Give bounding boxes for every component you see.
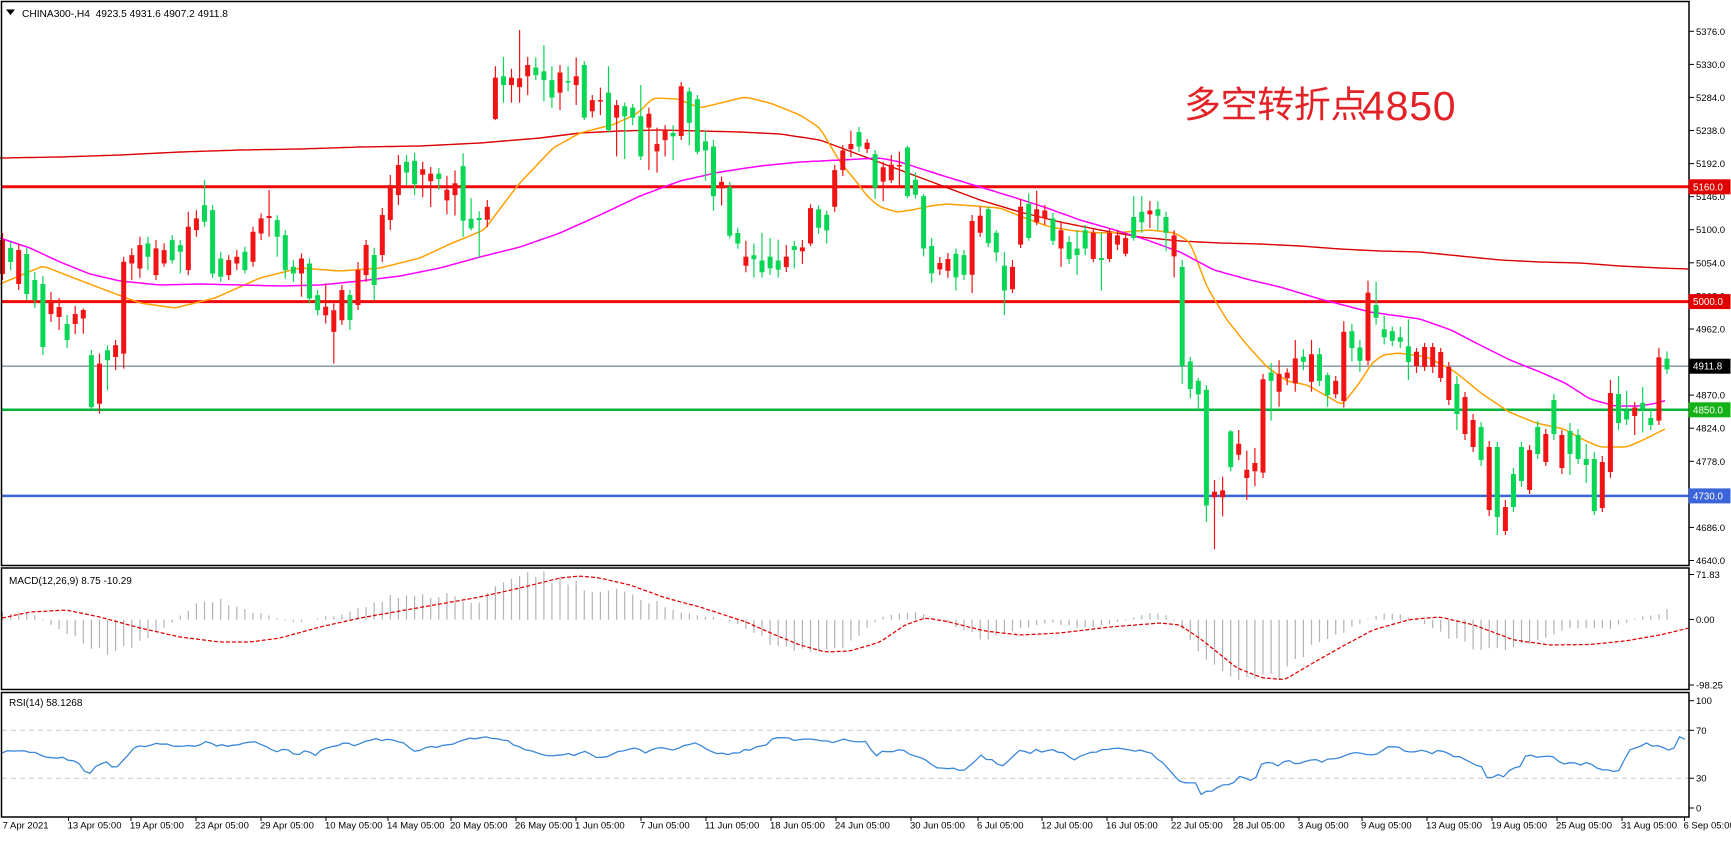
svg-text:24 Jun 05:00: 24 Jun 05:00 <box>835 821 890 832</box>
svg-text:31 Aug 05:00: 31 Aug 05:00 <box>1621 821 1677 832</box>
svg-text:1 Jun 05:00: 1 Jun 05:00 <box>575 821 625 832</box>
svg-text:4911.8: 4911.8 <box>1693 362 1723 373</box>
svg-text:5100.0: 5100.0 <box>1696 225 1725 236</box>
svg-text:26 May 05:00: 26 May 05:00 <box>515 821 573 832</box>
svg-text:4730.0: 4730.0 <box>1693 491 1724 502</box>
svg-text:16 Jul 05:00: 16 Jul 05:00 <box>1106 821 1158 832</box>
svg-text:4850.0: 4850.0 <box>1693 405 1724 416</box>
svg-text:20 May 05:00: 20 May 05:00 <box>450 821 508 832</box>
svg-text:0: 0 <box>1696 804 1701 815</box>
svg-text:5376.0: 5376.0 <box>1696 27 1725 38</box>
svg-text:11 Jun 05:00: 11 Jun 05:00 <box>705 821 759 832</box>
svg-text:30: 30 <box>1696 774 1707 785</box>
svg-text:100: 100 <box>1696 696 1712 707</box>
svg-text:5284.0: 5284.0 <box>1696 93 1725 104</box>
svg-text:4686.0: 4686.0 <box>1696 523 1725 534</box>
svg-text:4778.0: 4778.0 <box>1696 457 1725 468</box>
svg-text:5054.0: 5054.0 <box>1696 258 1725 269</box>
svg-text:MACD(12,26,9) 8.75 -10.29: MACD(12,26,9) 8.75 -10.29 <box>9 576 132 587</box>
svg-text:14 May 05:00: 14 May 05:00 <box>387 821 445 832</box>
svg-text:18 Jun 05:00: 18 Jun 05:00 <box>770 821 825 832</box>
svg-text:13 Aug 05:00: 13 Aug 05:00 <box>1426 821 1482 832</box>
svg-text:5330.0: 5330.0 <box>1696 60 1725 71</box>
svg-text:5000.0: 5000.0 <box>1693 297 1724 308</box>
svg-text:4870.0: 4870.0 <box>1696 391 1725 402</box>
svg-text:5192.0: 5192.0 <box>1696 159 1725 170</box>
svg-text:23 Apr 05:00: 23 Apr 05:00 <box>195 821 249 832</box>
svg-text:22 Jul 05:00: 22 Jul 05:00 <box>1171 821 1223 832</box>
svg-text:10 May 05:00: 10 May 05:00 <box>325 821 383 832</box>
svg-text:29 Apr 05:00: 29 Apr 05:00 <box>260 821 314 832</box>
svg-text:-98.25: -98.25 <box>1696 681 1723 692</box>
svg-text:4962.0: 4962.0 <box>1696 325 1725 336</box>
svg-text:30 Jun 05:00: 30 Jun 05:00 <box>910 821 965 832</box>
svg-text:28 Jul 05:00: 28 Jul 05:00 <box>1233 821 1285 832</box>
svg-text:4850: 4850 <box>1362 83 1456 129</box>
svg-text:12 Jul 05:00: 12 Jul 05:00 <box>1041 821 1093 832</box>
svg-text:19 Aug 05:00: 19 Aug 05:00 <box>1491 821 1547 832</box>
svg-text:RSI(14) 58.1268: RSI(14) 58.1268 <box>9 698 83 709</box>
svg-text:25 Aug 05:00: 25 Aug 05:00 <box>1556 821 1612 832</box>
svg-text:CHINA300-,H4 4923.5 4931.6 49: CHINA300-,H4 4923.5 4931.6 4907.2 4911.8 <box>22 9 228 20</box>
svg-text:6 Jul 05:00: 6 Jul 05:00 <box>977 821 1023 832</box>
svg-text:7 Apr 2021: 7 Apr 2021 <box>3 821 49 832</box>
svg-text:5160.0: 5160.0 <box>1693 182 1724 193</box>
svg-text:70: 70 <box>1696 726 1707 737</box>
svg-text:7 Jun 05:00: 7 Jun 05:00 <box>640 821 690 832</box>
svg-text:19 Apr 05:00: 19 Apr 05:00 <box>130 821 184 832</box>
svg-text:3 Aug 05:00: 3 Aug 05:00 <box>1298 821 1349 832</box>
svg-text:4640.0: 4640.0 <box>1696 556 1725 567</box>
svg-text:0.00: 0.00 <box>1696 615 1715 626</box>
svg-text:13 Apr 05:00: 13 Apr 05:00 <box>68 821 122 832</box>
svg-text:71.83: 71.83 <box>1696 570 1720 581</box>
svg-text:9 Aug 05:00: 9 Aug 05:00 <box>1361 821 1412 832</box>
svg-text:5238.0: 5238.0 <box>1696 126 1725 137</box>
svg-text:6 Sep 05:00: 6 Sep 05:00 <box>1684 821 1731 832</box>
svg-text:4824.0: 4824.0 <box>1696 424 1725 435</box>
